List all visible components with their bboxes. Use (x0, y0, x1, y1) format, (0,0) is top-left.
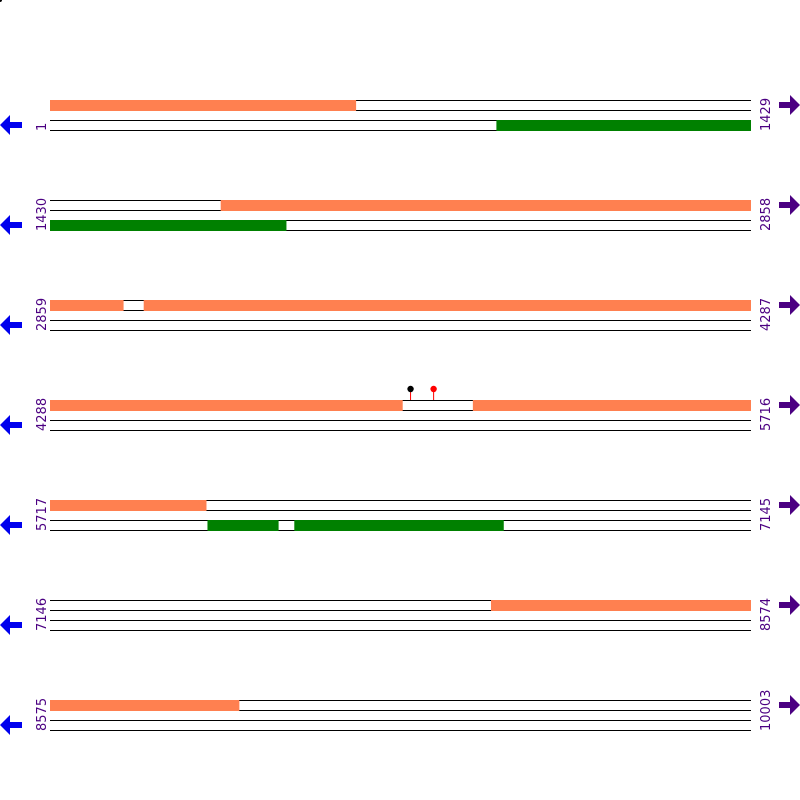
row-start-label: 1430 (35, 198, 50, 231)
forward-feature[interactable] (220, 200, 751, 211)
left-arrow-icon[interactable] (0, 315, 22, 335)
forward-feature[interactable] (491, 600, 751, 611)
row-end-label: 7145 (759, 498, 774, 531)
forward-feature[interactable] (50, 400, 403, 411)
sequence-row: 7146 8574 (0, 595, 800, 635)
right-arrow-icon[interactable] (779, 195, 800, 215)
left-arrow-icon[interactable] (0, 115, 22, 135)
site-marker[interactable] (407, 385, 414, 393)
forward-feature[interactable] (143, 300, 752, 311)
sequence-row: 1430 2858 (0, 195, 800, 235)
right-arrow-icon[interactable] (779, 695, 800, 715)
forward-feature[interactable] (472, 400, 751, 411)
row-end-label: 1429 (759, 98, 774, 131)
row-end-label: 10003 (759, 690, 774, 731)
right-arrow-icon[interactable] (779, 395, 800, 415)
right-arrow-icon[interactable] (779, 495, 800, 515)
left-arrow-icon[interactable] (0, 615, 22, 635)
row-start-label: 7146 (35, 598, 50, 631)
sequence-rows: 1 1429 1430 2858 2859 4287 4288 5716 5717 7145 714… (0, 95, 800, 735)
row-start-label: 5717 (35, 498, 50, 531)
forward-feature[interactable] (50, 100, 357, 111)
reverse-feature[interactable] (294, 520, 504, 531)
sequence-row: 5717 7145 (0, 495, 800, 535)
forward-feature[interactable] (50, 700, 240, 711)
reverse-feature[interactable] (496, 120, 751, 131)
forward-feature[interactable] (50, 500, 207, 511)
reverse-feature[interactable] (207, 520, 279, 531)
row-end-label: 4287 (759, 298, 774, 331)
reverse-feature[interactable] (50, 220, 287, 231)
row-end-label: 2858 (759, 198, 774, 231)
right-arrow-icon[interactable] (779, 595, 800, 615)
row-start-label: 4288 (35, 398, 50, 431)
sequence-row: 1 1429 (0, 95, 800, 135)
right-arrow-icon[interactable] (779, 295, 800, 315)
row-start-label: 1 (35, 123, 50, 131)
sequence-row: 4288 5716 (0, 385, 800, 435)
site-marker[interactable] (430, 385, 437, 393)
row-end-label: 8574 (759, 598, 774, 631)
row-start-label: 2859 (35, 298, 50, 331)
sequence-row: 8575 10003 (0, 690, 800, 735)
left-arrow-icon[interactable] (0, 215, 22, 235)
left-arrow-icon[interactable] (0, 715, 22, 735)
row-end-label: 5716 (759, 398, 774, 431)
forward-feature[interactable] (50, 300, 124, 311)
row-start-label: 8575 (35, 698, 50, 731)
corner-dot (0, 0, 2, 2)
sequence-row: 2859 4287 (0, 295, 800, 335)
left-arrow-icon[interactable] (0, 415, 22, 435)
left-arrow-icon[interactable] (0, 515, 22, 535)
right-arrow-icon[interactable] (779, 95, 800, 115)
